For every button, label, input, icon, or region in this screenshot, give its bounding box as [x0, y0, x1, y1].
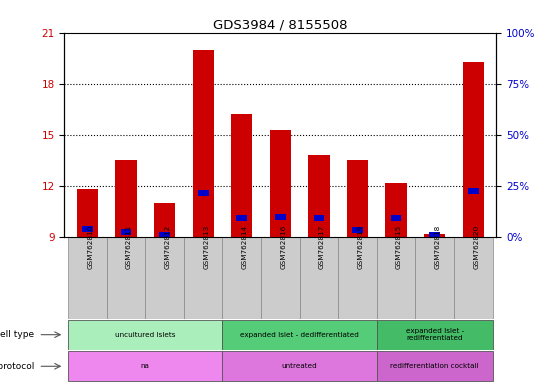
Bar	[77, 189, 98, 237]
FancyBboxPatch shape	[68, 319, 222, 350]
Text: GSM762817: GSM762817	[319, 225, 325, 269]
Text: growth protocol: growth protocol	[0, 362, 34, 371]
Text: GSM762815: GSM762815	[396, 225, 402, 269]
Bar	[236, 215, 247, 221]
FancyBboxPatch shape	[222, 237, 261, 319]
Bar	[121, 229, 131, 235]
Text: cell type: cell type	[0, 330, 34, 339]
Bar	[386, 182, 407, 237]
Text: redifferentiation cocktail: redifferentiation cocktail	[390, 363, 479, 369]
Bar	[231, 114, 252, 237]
FancyBboxPatch shape	[107, 237, 145, 319]
Bar	[391, 215, 401, 221]
Text: GSM762810: GSM762810	[87, 225, 93, 269]
Bar	[314, 215, 324, 221]
FancyBboxPatch shape	[145, 237, 184, 319]
Text: expanded Islet -
redifferentiated: expanded Islet - redifferentiated	[405, 328, 464, 341]
Text: na: na	[141, 363, 150, 369]
Text: expanded Islet - dedifferentiated: expanded Islet - dedifferentiated	[240, 332, 359, 338]
Bar	[192, 50, 214, 237]
Bar	[352, 227, 363, 233]
Bar	[347, 161, 368, 237]
FancyBboxPatch shape	[377, 351, 492, 381]
Bar	[468, 188, 479, 194]
FancyBboxPatch shape	[68, 237, 107, 319]
FancyBboxPatch shape	[222, 319, 377, 350]
FancyBboxPatch shape	[261, 237, 300, 319]
Bar	[198, 190, 209, 196]
Text: GSM762818: GSM762818	[435, 225, 440, 269]
Bar	[424, 234, 446, 237]
Bar	[463, 61, 484, 237]
Bar	[270, 130, 291, 237]
Bar	[82, 225, 93, 232]
Text: GSM762814: GSM762814	[241, 225, 248, 269]
Text: GSM762811: GSM762811	[126, 225, 132, 269]
Bar	[154, 203, 175, 237]
Bar	[115, 161, 136, 237]
FancyBboxPatch shape	[338, 237, 377, 319]
FancyBboxPatch shape	[415, 237, 454, 319]
Text: GSM762820: GSM762820	[473, 225, 479, 269]
Bar	[159, 232, 170, 238]
FancyBboxPatch shape	[184, 237, 222, 319]
Text: uncultured Islets: uncultured Islets	[115, 332, 176, 338]
Text: untreated: untreated	[282, 363, 318, 369]
Bar	[309, 155, 329, 237]
Text: GSM762819: GSM762819	[358, 225, 363, 269]
FancyBboxPatch shape	[377, 319, 492, 350]
FancyBboxPatch shape	[300, 237, 338, 319]
FancyBboxPatch shape	[222, 351, 377, 381]
Text: GSM762813: GSM762813	[203, 225, 209, 269]
Text: GSM762812: GSM762812	[164, 225, 170, 269]
Bar	[275, 214, 286, 220]
Title: GDS3984 / 8155508: GDS3984 / 8155508	[213, 18, 348, 31]
FancyBboxPatch shape	[68, 351, 222, 381]
FancyBboxPatch shape	[454, 237, 492, 319]
Text: GSM762816: GSM762816	[280, 225, 286, 269]
Bar	[429, 232, 440, 238]
FancyBboxPatch shape	[377, 237, 415, 319]
